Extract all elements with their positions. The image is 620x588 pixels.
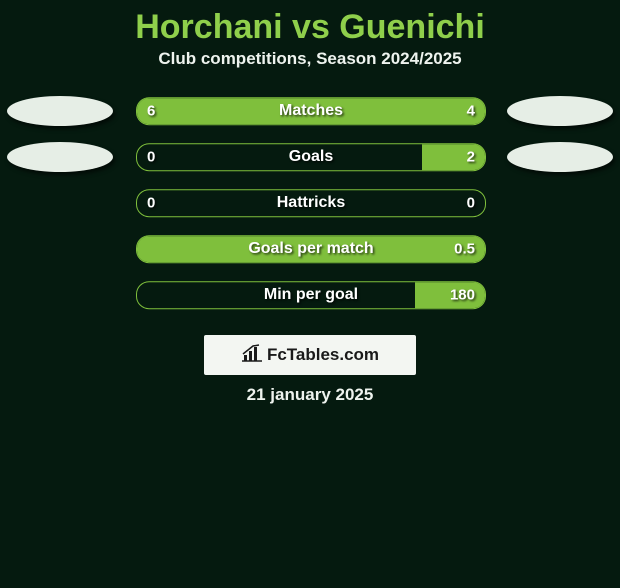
date-line: 21 january 2025 [0,385,620,405]
player-right-marker [507,142,613,172]
bar-fill-right [415,282,485,308]
source-logo-text: FcTables.com [267,345,379,365]
stat-bar: Matches64 [136,97,486,125]
stat-value-left: 0 [147,149,155,166]
player-right-marker [507,96,613,126]
stat-bar: Min per goal180 [136,281,486,309]
stat-row: Hattricks0 0 [0,183,620,229]
stat-row: Matches64 [0,91,620,137]
stat-label: Hattricks [137,194,485,212]
stat-bar: Goals per match0.5 [136,235,486,263]
player-left-marker [7,142,113,172]
bar-fill [137,98,485,124]
stat-value-right: 0 [467,195,475,212]
stat-bar: Goals02 [136,143,486,171]
stat-row: Min per goal180 [0,275,620,321]
bar-fill-right [422,144,485,170]
bar-chart-icon [241,344,263,367]
stat-value-left: 0 [147,195,155,212]
stat-row: Goals02 [0,137,620,183]
page-title: Horchani vs Guenichi [0,8,620,47]
stat-bar: Hattricks0 0 [136,189,486,217]
stat-row: Goals per match0.5 [0,229,620,275]
bar-fill [137,236,485,262]
player-left-marker [7,96,113,126]
source-logo: FcTables.com [204,335,416,375]
stats-container: Matches64Goals02Hattricks00Goals per mat… [0,91,620,321]
page-subtitle: Club competitions, Season 2024/2025 [0,49,620,69]
